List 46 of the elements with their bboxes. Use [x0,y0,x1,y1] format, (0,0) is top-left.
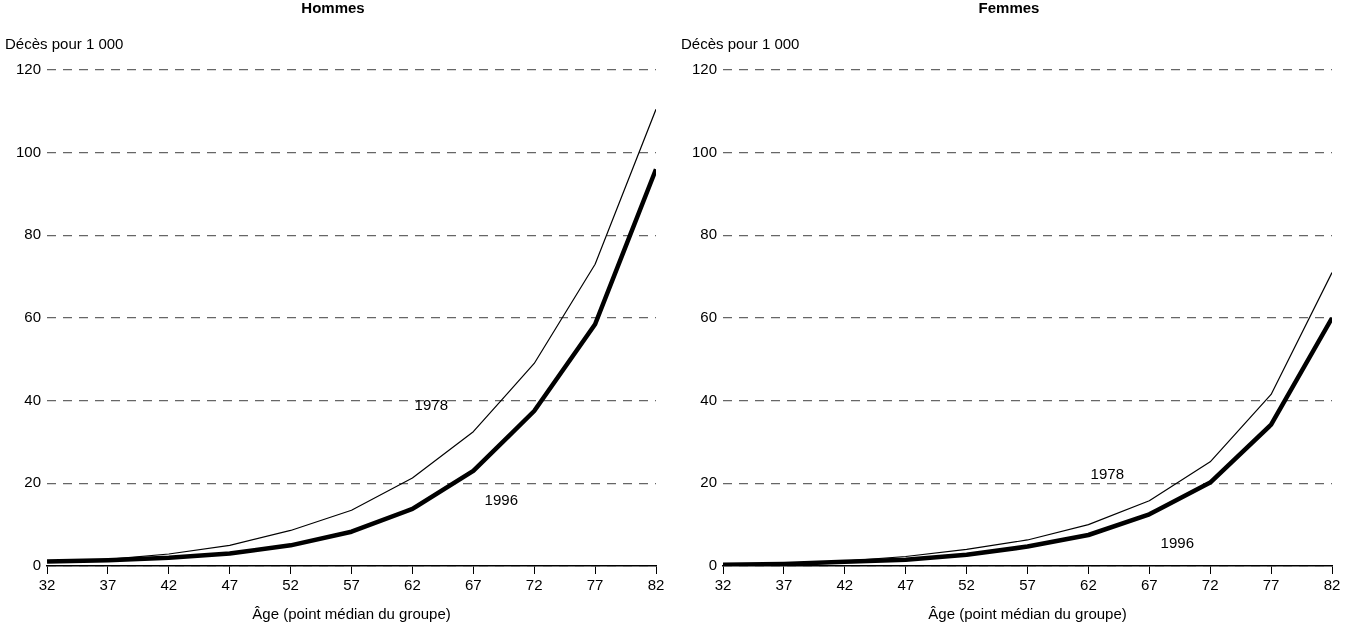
y-tick-label: 20 [700,473,718,491]
x-tick-label: 67 [464,576,482,594]
x-tick-label: 82 [647,576,665,594]
x-tick-label: 42 [836,576,854,594]
series-label: 1996 [1160,534,1194,552]
y-tick-label: 120 [16,60,42,78]
y-tick-label: 100 [16,142,42,160]
y-axis-title: Décès pour 1 000 [5,34,124,52]
x-tick-label: 82 [1323,576,1341,594]
x-tick-label: 32 [38,576,56,594]
y-tick-label: 60 [24,308,42,326]
x-tick-label: 47 [221,576,239,594]
x-tick-label: 72 [1201,576,1219,594]
y-tick-label: 60 [700,308,718,326]
x-axis-title: Âge (point médian du groupe) [928,605,1127,623]
x-tick-label: 37 [775,576,793,594]
y-tick-label: 100 [692,142,718,160]
x-tick-label: 52 [282,576,299,594]
y-tick-label: 80 [24,225,42,243]
x-axis-title: Âge (point médian du groupe) [252,605,451,623]
x-tick-label: 57 [343,576,360,594]
x-tick-label: 62 [404,576,421,594]
y-tick-label: 20 [24,473,42,491]
x-tick-label: 37 [99,576,117,594]
series-label: 1978 [1090,464,1124,482]
x-tick-label: 67 [1140,576,1158,594]
y-tick-label: 40 [700,390,718,408]
y-tick-label: 80 [700,225,718,243]
x-tick-label: 72 [525,576,543,594]
y-tick-label: 0 [708,556,718,574]
text: 1978 [414,395,448,413]
x-tick-label: 62 [1080,576,1097,594]
y-tick-label: 0 [32,556,42,574]
x-tick-label: 32 [714,576,732,594]
x-tick-label: 77 [1262,576,1280,594]
y-tick-label: 40 [24,390,42,408]
x-tick-label: 77 [586,576,604,594]
x-tick-label: 52 [958,576,975,594]
y-tick-label: 120 [692,60,718,78]
y-axis-title: Décès pour 1 000 [681,34,800,52]
x-tick-label: 47 [897,576,915,594]
x-tick-label: 42 [160,576,178,594]
x-tick-label: 57 [1019,576,1036,594]
chart-title: Femmes [978,0,1040,17]
series-label: 1996 [484,491,518,509]
chart-title: Hommes [301,0,365,17]
